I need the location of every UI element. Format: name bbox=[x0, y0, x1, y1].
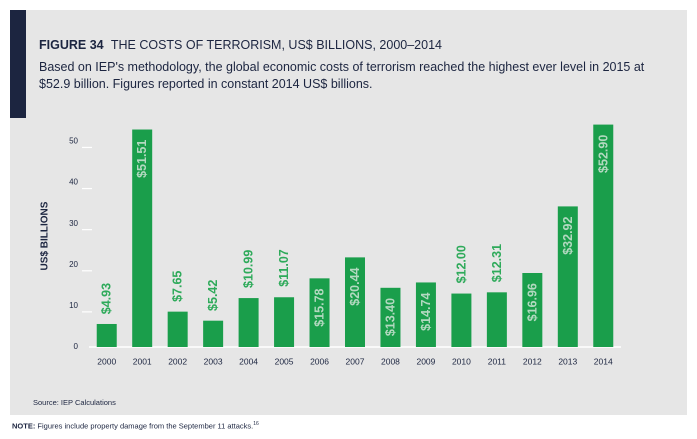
x-tick-label: 2007 bbox=[346, 356, 365, 366]
data-label: $10.99 bbox=[242, 250, 256, 288]
bar bbox=[96, 323, 117, 347]
data-label: $7.65 bbox=[171, 271, 185, 302]
x-tick-label: 2002 bbox=[168, 356, 187, 366]
figure-number: FIGURE 34 bbox=[39, 38, 104, 52]
data-label: $4.93 bbox=[100, 283, 114, 314]
y-tick-label: 30 bbox=[69, 219, 78, 228]
x-tick-label: 2009 bbox=[416, 356, 435, 366]
bar bbox=[309, 278, 330, 347]
bar bbox=[132, 129, 153, 347]
footnote: NOTE: Figures include property damage fr… bbox=[12, 421, 259, 431]
footnote-ref: 16 bbox=[253, 421, 259, 427]
data-label: $32.92 bbox=[561, 216, 575, 254]
data-label: $5.42 bbox=[206, 280, 220, 311]
source-note: Source: IEP Calculations bbox=[33, 398, 116, 407]
title-accent-bar bbox=[10, 10, 26, 118]
data-label: $14.74 bbox=[419, 293, 433, 331]
x-tick-label: 2012 bbox=[523, 356, 542, 366]
bar bbox=[486, 292, 507, 347]
x-tick-label: 2013 bbox=[558, 356, 577, 366]
data-label: $51.51 bbox=[135, 140, 149, 178]
y-tick-label: 50 bbox=[69, 137, 78, 146]
bar bbox=[380, 287, 401, 347]
bar bbox=[451, 293, 472, 347]
y-axis-title: US$ BILLIONS bbox=[40, 201, 51, 270]
x-tick-label: 2006 bbox=[310, 356, 329, 366]
x-tick-label: 2008 bbox=[381, 356, 400, 366]
x-tick-label: 2000 bbox=[97, 356, 116, 366]
bar bbox=[522, 273, 543, 347]
x-tick-label: 2011 bbox=[488, 356, 507, 366]
bar bbox=[415, 282, 436, 347]
bar bbox=[557, 206, 578, 347]
footnote-text: Figures include property damage from the… bbox=[35, 421, 254, 431]
bar bbox=[238, 298, 259, 347]
x-tick-label: 2010 bbox=[452, 356, 471, 366]
y-tick-label: 40 bbox=[69, 178, 78, 187]
x-tick-label: 2014 bbox=[594, 356, 613, 366]
footnote-label: NOTE: bbox=[12, 421, 36, 431]
data-label: $12.00 bbox=[454, 245, 468, 283]
x-tick-label: 2003 bbox=[204, 356, 223, 366]
figure-title-text: THE COSTS OF TERRORISM, US$ BILLIONS, 20… bbox=[110, 38, 442, 52]
x-tick-label: 2004 bbox=[239, 356, 258, 366]
data-label: $15.78 bbox=[313, 288, 327, 326]
figure-title: FIGURE 34 THE COSTS OF TERRORISM, US$ BI… bbox=[39, 38, 442, 52]
data-label: $11.07 bbox=[277, 249, 291, 287]
y-tick-label: 20 bbox=[69, 260, 78, 269]
bar bbox=[203, 320, 224, 347]
bar bbox=[593, 124, 614, 347]
x-tick-label: 2001 bbox=[133, 356, 152, 366]
data-label: $52.90 bbox=[596, 135, 610, 173]
data-label: $12.31 bbox=[490, 244, 504, 282]
bar bbox=[274, 297, 295, 347]
data-label: $20.44 bbox=[348, 267, 362, 305]
y-tick-label: 10 bbox=[69, 301, 78, 310]
bar bbox=[345, 257, 365, 347]
x-tick-label: 2005 bbox=[275, 356, 294, 366]
y-tick-label: 0 bbox=[74, 342, 79, 351]
bar bbox=[167, 311, 188, 347]
data-label: $13.40 bbox=[383, 298, 397, 336]
figure-subtitle: Based on IEP's methodology, the global e… bbox=[39, 60, 645, 91]
data-label: $16.96 bbox=[525, 283, 539, 321]
